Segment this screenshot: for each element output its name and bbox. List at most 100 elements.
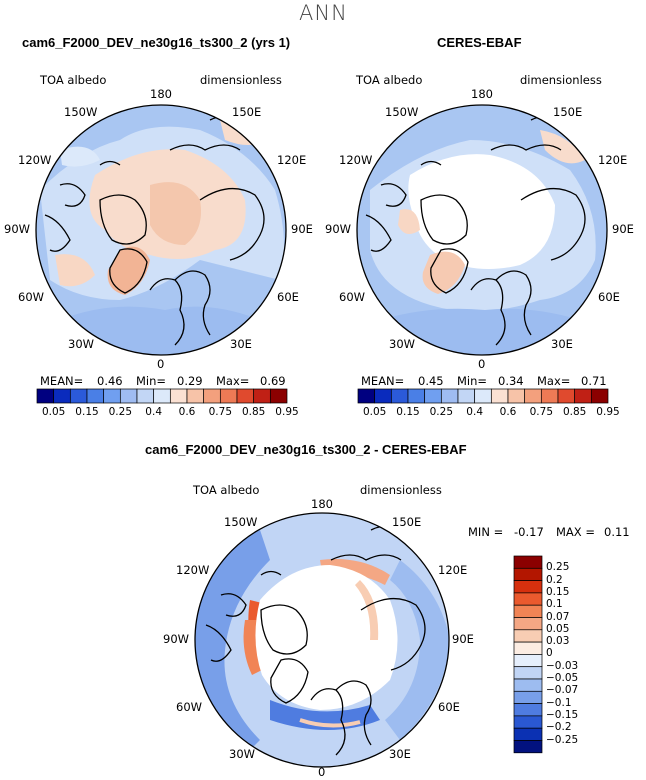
diff-colorbar-box — [513, 617, 543, 631]
diff-colorbar-tick-label: 0.03 — [546, 635, 570, 648]
diff-lon-180: 180 — [311, 497, 333, 511]
obs-colorbar-tick-label: 0.4 — [466, 406, 483, 418]
diff-lon-60w: 60W — [176, 700, 203, 714]
diff-colorbar-box — [513, 666, 543, 680]
obs-lon-180: 180 — [471, 87, 493, 101]
diff-colorbar-box — [513, 703, 543, 717]
obs-colorbar-box — [407, 388, 426, 404]
diff-max-value: 0.11 — [604, 525, 630, 539]
diff-lon-120w: 120W — [176, 563, 210, 577]
model-colorbar-box — [169, 388, 188, 404]
model-panel-title: cam6_F2000_DEV_ne30g16_ts300_2 (yrs 1) — [22, 35, 291, 50]
obs-lon-30w: 30W — [389, 337, 416, 351]
model-min-label: Min= — [136, 374, 167, 388]
diff-colorbar-tick-label: −0.25 — [546, 733, 579, 746]
model-colorbar-box — [119, 388, 138, 404]
diff-colorbar-box — [513, 641, 543, 655]
model-variable-label: TOA albedo — [40, 73, 107, 87]
model-lon-0: 0 — [157, 357, 165, 371]
obs-lon-60e: 60E — [598, 290, 620, 304]
diff-units-label: dimensionless — [360, 483, 442, 497]
obs-lon-30e: 30E — [551, 337, 573, 351]
model-colorbar-tick-label: 0.6 — [178, 406, 196, 418]
diff-lon-30w: 30W — [229, 747, 256, 761]
obs-colorbar-box — [557, 388, 576, 404]
obs-colorbar-box — [440, 388, 459, 404]
diff-colorbar-tick-label: −0.1 — [546, 696, 572, 709]
model-colorbar-box — [253, 388, 271, 404]
diff-colorbar-box — [513, 629, 543, 643]
model-lon-90e: 90E — [291, 222, 313, 236]
model-colorbar-box — [103, 388, 121, 404]
obs-colorbar-box — [540, 388, 559, 404]
obs-units-label: dimensionless — [520, 73, 602, 87]
obs-min-value: 0.34 — [498, 374, 524, 388]
model-colorbar-box — [203, 388, 221, 404]
obs-colorbar-tick-label: 0.25 — [429, 406, 454, 418]
diff-map — [195, 513, 449, 767]
model-colorbar-tick-label: 0.4 — [145, 406, 162, 418]
model-colorbar-tick-label: 0.85 — [241, 406, 266, 418]
diff-colorbar-tick-label: 0.15 — [546, 585, 570, 598]
diff-colorbar-tick-label: −0.2 — [546, 721, 572, 734]
obs-min-label: Min= — [457, 374, 488, 388]
model-lon-60e: 60E — [277, 290, 299, 304]
diff-colorbar-box — [513, 567, 543, 581]
obs-mean-label: MEAN= — [361, 374, 405, 388]
diff-colorbar-box — [513, 715, 543, 729]
diff-lon-120e: 120E — [438, 563, 468, 577]
model-colorbar-box — [136, 388, 155, 404]
obs-lon-0: 0 — [478, 357, 486, 371]
model-lon-60w: 60W — [18, 290, 45, 304]
model-map-border — [35, 104, 287, 356]
model-lon-120e: 120E — [277, 153, 307, 167]
obs-lon-90w: 90W — [325, 222, 352, 236]
model-lon-150w: 150W — [64, 105, 98, 119]
model-lon-180: 180 — [150, 87, 172, 101]
model-colorbar-tick-label: 0.75 — [208, 406, 233, 418]
model-colorbar-box — [219, 388, 238, 404]
model-colorbar-tick-label: 0.05 — [41, 406, 66, 418]
model-lon-30e: 30E — [230, 337, 252, 351]
diff-colorbar-tick-label: −0.03 — [546, 659, 579, 672]
model-map — [36, 105, 286, 355]
diff-colorbar-tick-label: 0.1 — [546, 598, 563, 611]
diff-lon-90e: 90E — [452, 632, 474, 646]
model-lon-150e: 150E — [232, 105, 262, 119]
obs-colorbar — [357, 388, 609, 404]
model-min-value: 0.29 — [177, 374, 203, 388]
diff-colorbar-box — [513, 555, 543, 569]
model-max-label: Max= — [216, 374, 250, 388]
diff-colorbar-box — [513, 580, 543, 594]
model-mean-value: 0.46 — [97, 374, 123, 388]
diff-colorbar-tick-label: −0.07 — [546, 684, 579, 697]
obs-mean-value: 0.45 — [418, 374, 444, 388]
model-colorbar-box — [153, 388, 171, 404]
diff-map-border — [194, 512, 450, 768]
obs-colorbar-box — [474, 388, 492, 404]
model-units-label: dimensionless — [200, 73, 282, 87]
obs-lon-150w: 150W — [385, 105, 419, 119]
diff-lon-30e: 30E — [389, 747, 411, 761]
obs-colorbar-tick-label: 0.05 — [362, 406, 387, 418]
obs-colorbar-box — [457, 388, 476, 404]
diff-colorbar-box — [513, 592, 543, 606]
obs-max-label: Max= — [537, 374, 571, 388]
obs-max-value: 0.71 — [581, 374, 607, 388]
model-lon-120w: 120W — [18, 153, 52, 167]
diff-colorbar — [513, 555, 543, 754]
model-colorbar-box — [36, 388, 55, 404]
obs-colorbar-box — [390, 388, 409, 404]
diff-lon-150e: 150E — [392, 515, 422, 529]
obs-colorbar-box — [574, 388, 592, 404]
obs-colorbar-box — [357, 388, 376, 404]
diff-panel-title: cam6_F2000_DEV_ne30g16_ts300_2 - CERES-E… — [145, 442, 467, 457]
diff-colorbar-box — [513, 740, 543, 754]
diff-colorbar-box — [513, 678, 543, 692]
obs-map — [357, 105, 607, 355]
obs-colorbar-tick-label: 0.6 — [499, 406, 517, 418]
diff-colorbar-tick-label: −0.05 — [546, 672, 579, 684]
diff-colorbar-tick-label: 0.07 — [546, 610, 570, 623]
diff-max-label: MAX = — [556, 525, 595, 539]
